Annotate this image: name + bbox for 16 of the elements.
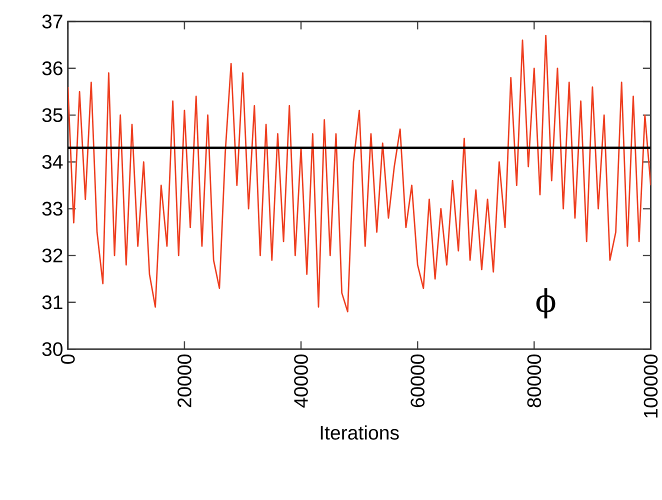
x-tick-label: 100000 (644, 354, 658, 418)
y-tick-label: 32 (42, 248, 62, 263)
x-tick-label: 80000 (527, 354, 542, 408)
x-axis-title: Iterations (320, 425, 399, 440)
y-tick-label: 37 (42, 14, 62, 29)
y-tick-label: 31 (42, 296, 62, 310)
x-tick-label: 60000 (410, 354, 425, 408)
y-tick-label: 35 (42, 108, 62, 122)
x-tick-label: 0 (60, 354, 75, 364)
x-tick-label: 20000 (178, 354, 192, 408)
y-tick-label: 30 (42, 342, 62, 356)
annotation: ϕ (536, 288, 556, 319)
y-tick-label: 33 (42, 202, 62, 216)
y-tick-label: 34 (42, 155, 63, 169)
x-tick-label: 40000 (294, 354, 308, 408)
y-tick-label: 36 (42, 62, 62, 76)
